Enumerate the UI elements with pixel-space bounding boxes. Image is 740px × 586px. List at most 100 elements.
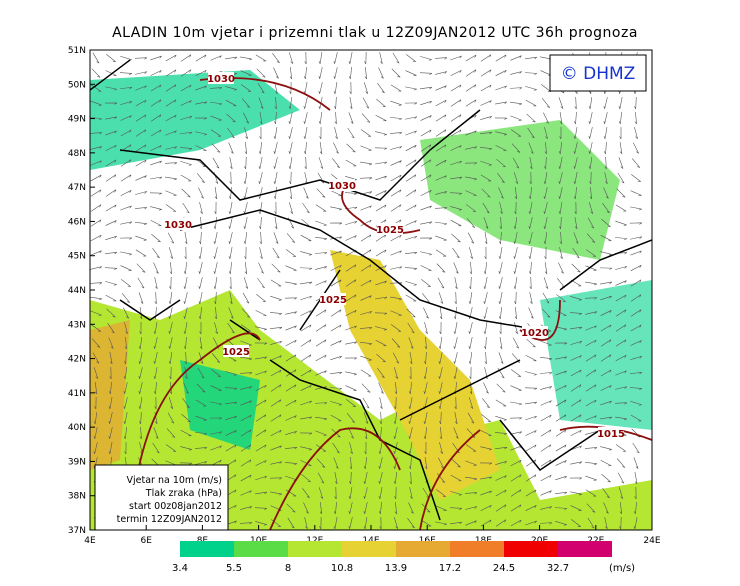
wind-arrow xyxy=(495,54,507,62)
wind-arrow xyxy=(256,293,266,303)
wind-arrow xyxy=(184,246,187,260)
wind-arrow xyxy=(510,401,523,406)
wind-arrow xyxy=(315,339,327,347)
wind-arrow xyxy=(285,384,297,392)
wind-arrow xyxy=(513,232,518,244)
wind-arrow xyxy=(394,486,397,500)
wind-arrow xyxy=(600,324,612,332)
wind-arrow xyxy=(630,340,642,346)
wind-arrow xyxy=(600,446,612,451)
wind-arrow xyxy=(616,458,626,468)
wind-arrow xyxy=(378,472,383,484)
wind-arrow xyxy=(558,142,563,155)
wind-arrow xyxy=(349,471,352,485)
wind-arrow xyxy=(376,353,386,363)
wind-arrow xyxy=(483,262,487,275)
wind-arrow xyxy=(600,416,613,420)
wind-arrow xyxy=(619,502,622,515)
wind-arrow xyxy=(273,232,279,244)
wind-arrow xyxy=(480,116,492,120)
info-box xyxy=(94,464,229,531)
wind-arrow xyxy=(467,412,475,424)
wind-arrow xyxy=(123,307,129,319)
wind-arrow xyxy=(135,191,147,195)
lon-label: 6E xyxy=(140,536,152,546)
wind-arrow xyxy=(124,322,128,334)
wind-arrow xyxy=(615,339,627,347)
wind-arrow xyxy=(495,461,507,465)
wind-arrow xyxy=(390,234,402,242)
wind-arrow xyxy=(405,235,417,241)
wind-arrow xyxy=(390,250,402,256)
wind-arrow xyxy=(525,371,537,376)
wind-arrow xyxy=(495,131,507,136)
wind-arrow xyxy=(524,72,538,75)
wind-arrow xyxy=(424,351,427,365)
wind-arrow xyxy=(224,387,238,390)
wind-arrow xyxy=(195,54,207,62)
wind-arrow xyxy=(300,460,312,467)
wind-arrow xyxy=(255,521,267,526)
wind-arrow xyxy=(318,157,324,169)
wind-arrow xyxy=(345,341,358,345)
wind-arrow xyxy=(435,175,447,181)
wind-arrow xyxy=(585,311,598,315)
wind-arrow xyxy=(244,262,248,275)
wind-arrow xyxy=(348,487,353,500)
wind-arrow xyxy=(318,67,323,79)
wind-arrow xyxy=(633,457,639,469)
wind-arrow xyxy=(482,202,490,214)
wind-arrow xyxy=(270,384,282,392)
wind-arrow xyxy=(345,325,357,331)
wind-arrow xyxy=(528,247,533,260)
wind-arrow xyxy=(514,201,517,215)
wind-arrow xyxy=(558,202,563,215)
wind-arrow xyxy=(363,457,368,470)
wind-arrow xyxy=(423,307,429,319)
wind-arrow xyxy=(180,54,192,62)
wind-arrow xyxy=(363,487,368,499)
lon-label: 24E xyxy=(643,536,660,546)
info-line: Tlak zraka (hPa) xyxy=(145,488,222,499)
wind-arrow xyxy=(379,52,383,65)
wind-arrow xyxy=(572,247,580,259)
wind-arrow xyxy=(300,354,312,362)
wind-arrow xyxy=(270,399,282,407)
wind-arrow xyxy=(135,129,147,137)
wind-arrow xyxy=(135,71,148,75)
wind-arrow xyxy=(135,99,147,107)
wind-arrow xyxy=(539,372,553,375)
wind-arrow xyxy=(272,247,280,259)
wind-arrow xyxy=(182,398,190,409)
wind-arrow xyxy=(180,174,192,182)
wind-arrow xyxy=(378,382,384,394)
wind-arrow xyxy=(255,460,267,466)
wind-arrow xyxy=(288,127,293,139)
wind-arrow xyxy=(135,175,147,181)
wind-arrow xyxy=(318,52,323,65)
wind-arrow xyxy=(314,252,328,255)
wind-arrow xyxy=(600,281,613,285)
wind-arrow xyxy=(514,187,518,200)
wind-arrow xyxy=(119,237,133,240)
wind-arrow xyxy=(512,337,520,349)
wind-arrow xyxy=(405,70,417,76)
wind-arrow xyxy=(255,385,267,391)
wind-arrow xyxy=(330,236,343,240)
wind-arrow xyxy=(274,201,277,215)
wind-arrow xyxy=(601,473,611,483)
wind-arrow xyxy=(181,413,191,423)
isobar-label: 1030 xyxy=(164,220,192,231)
wind-arrow xyxy=(450,521,463,525)
wind-arrow xyxy=(465,146,478,150)
wind-arrow xyxy=(287,517,295,529)
wind-arrow xyxy=(345,309,357,317)
wind-arrow xyxy=(136,263,146,273)
wind-arrow xyxy=(499,337,503,350)
wind-arrow xyxy=(420,86,433,90)
wind-arrow xyxy=(210,445,222,451)
colorbar-unit: (m/s) xyxy=(609,563,635,574)
wind-arrow xyxy=(183,292,188,304)
wind-arrow xyxy=(465,460,477,466)
